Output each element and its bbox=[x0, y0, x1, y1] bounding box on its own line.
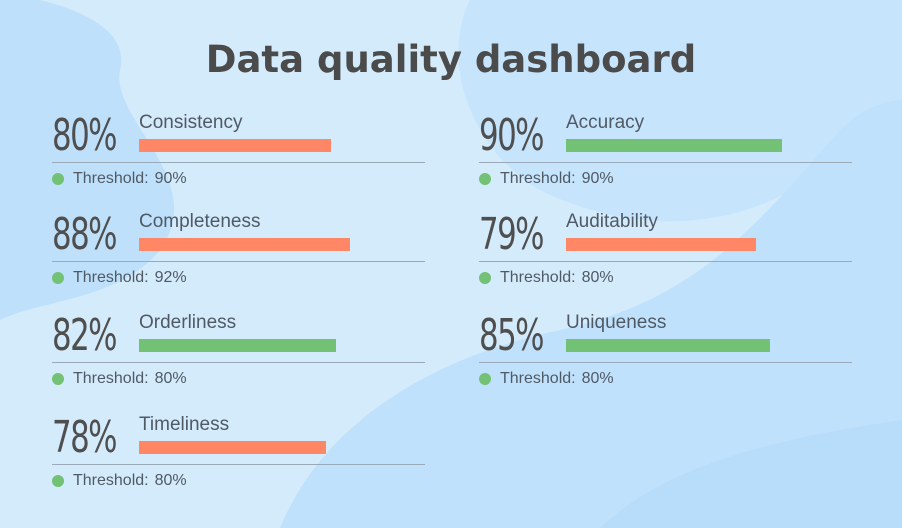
metric-bar-track bbox=[139, 441, 379, 454]
metric-bar-track bbox=[139, 339, 379, 352]
threshold-dot-icon bbox=[479, 373, 491, 385]
threshold-dot-icon bbox=[479, 272, 491, 284]
metric-label: Consistency bbox=[139, 112, 243, 133]
threshold-value: 80% bbox=[581, 269, 614, 286]
metric-accuracy: 90% Accuracy Threshold: 90% bbox=[479, 108, 852, 198]
divider bbox=[52, 162, 425, 163]
divider bbox=[52, 362, 425, 363]
divider bbox=[479, 162, 852, 163]
threshold-value: 90% bbox=[154, 170, 187, 187]
metric-label: Auditability bbox=[566, 211, 658, 232]
metric-bar bbox=[566, 139, 782, 152]
threshold-row: Threshold: 92% bbox=[52, 268, 187, 288]
threshold-dot-icon bbox=[52, 373, 64, 385]
metric-value: 88% bbox=[52, 209, 118, 260]
threshold-value: 90% bbox=[581, 170, 614, 187]
threshold-label: Threshold: bbox=[73, 472, 149, 489]
metric-bar-track bbox=[566, 339, 806, 352]
threshold-dot-icon bbox=[52, 272, 64, 284]
threshold-label: Threshold: bbox=[73, 370, 149, 387]
threshold-label: Threshold: bbox=[73, 269, 149, 286]
threshold-dot-icon bbox=[52, 475, 64, 487]
metric-value: 82% bbox=[52, 310, 118, 361]
threshold-value: 80% bbox=[154, 472, 187, 489]
metric-bar bbox=[139, 139, 331, 152]
divider bbox=[52, 261, 425, 262]
metric-value: 85% bbox=[479, 310, 545, 361]
metric-value: 90% bbox=[479, 110, 545, 161]
threshold-label: Threshold: bbox=[500, 170, 576, 187]
metric-bar bbox=[139, 339, 336, 352]
threshold-dot-icon bbox=[52, 173, 64, 185]
metric-value: 79% bbox=[479, 209, 545, 260]
metric-bar-track bbox=[566, 238, 806, 251]
metric-bar bbox=[566, 238, 756, 251]
divider bbox=[52, 464, 425, 465]
metric-bar bbox=[566, 339, 770, 352]
metric-bar bbox=[139, 238, 350, 251]
threshold-row: Threshold: 80% bbox=[479, 268, 614, 288]
metric-bar-track bbox=[139, 139, 379, 152]
metric-consistency: 80% Consistency Threshold: 90% bbox=[52, 108, 425, 198]
divider bbox=[479, 362, 852, 363]
threshold-value: 92% bbox=[154, 269, 187, 286]
metric-label: Uniqueness bbox=[566, 312, 667, 333]
metric-label: Timeliness bbox=[139, 414, 230, 435]
metric-timeliness: 78% Timeliness Threshold: 80% bbox=[52, 410, 425, 500]
threshold-label: Threshold: bbox=[500, 370, 576, 387]
threshold-value: 80% bbox=[154, 370, 187, 387]
threshold-dot-icon bbox=[479, 173, 491, 185]
divider bbox=[479, 261, 852, 262]
metric-orderliness: 82% Orderliness Threshold: 80% bbox=[52, 308, 425, 398]
metric-label: Accuracy bbox=[566, 112, 645, 133]
metric-value: 80% bbox=[52, 110, 118, 161]
metric-bar bbox=[139, 441, 326, 454]
threshold-row: Threshold: 80% bbox=[479, 369, 614, 389]
metric-label: Completeness bbox=[139, 211, 261, 232]
threshold-label: Threshold: bbox=[73, 170, 149, 187]
metric-auditability: 79% Auditability Threshold: 80% bbox=[479, 207, 852, 297]
metric-bar-track bbox=[139, 238, 379, 251]
metric-bar-track bbox=[566, 139, 806, 152]
threshold-label: Threshold: bbox=[500, 269, 576, 286]
page-title: Data quality dashboard bbox=[205, 38, 697, 81]
metric-label: Orderliness bbox=[139, 312, 237, 333]
threshold-row: Threshold: 90% bbox=[52, 169, 187, 189]
threshold-value: 80% bbox=[581, 370, 614, 387]
threshold-row: Threshold: 90% bbox=[479, 169, 614, 189]
threshold-row: Threshold: 80% bbox=[52, 369, 187, 389]
metric-uniqueness: 85% Uniqueness Threshold: 80% bbox=[479, 308, 852, 398]
metric-value: 78% bbox=[52, 412, 118, 463]
metric-completeness: 88% Completeness Threshold: 92% bbox=[52, 207, 425, 297]
threshold-row: Threshold: 80% bbox=[52, 471, 187, 491]
